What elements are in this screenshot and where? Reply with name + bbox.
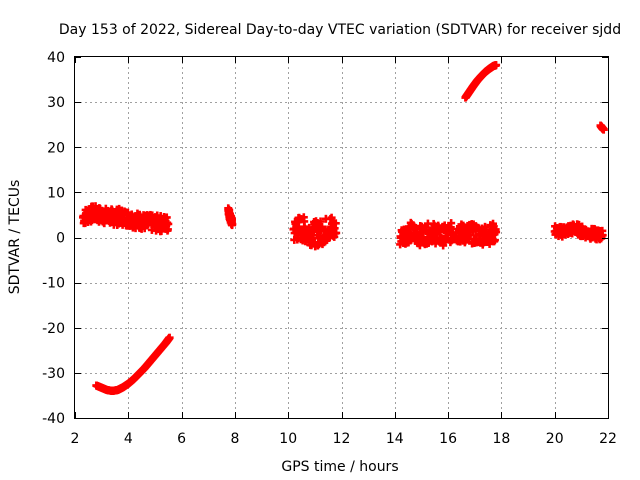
data-point [492, 61, 501, 70]
y-tick-label: -30 [42, 366, 65, 382]
data-point [164, 219, 173, 228]
x-tick-label: 8 [230, 431, 239, 447]
data-point [598, 231, 607, 240]
chart-title: Day 153 of 2022, Sidereal Day-to-day VTE… [59, 22, 621, 38]
x-tick-labels: 2 4 6 8 10 12 14 16 18 20 22 [71, 431, 617, 447]
x-tick-label: 14 [386, 431, 404, 447]
data-point [447, 219, 456, 228]
data-point [165, 333, 174, 342]
x-tick-label: 18 [492, 431, 510, 447]
data-points [78, 61, 608, 395]
axis-ticks [75, 57, 609, 419]
y-tick-label: 20 [47, 140, 65, 156]
x-tick-label: 4 [124, 431, 133, 447]
y-tick-label: 40 [47, 50, 65, 66]
grid-lines [75, 57, 608, 418]
y-tick-label: 10 [47, 185, 65, 201]
y-tick-label: -10 [42, 276, 65, 292]
data-point [490, 236, 499, 245]
y-tick-label: -20 [42, 321, 65, 337]
x-tick-label: 10 [279, 431, 297, 447]
data-point [492, 228, 501, 237]
plot-frame [74, 56, 609, 419]
x-tick-label: 22 [599, 431, 617, 447]
x-tick-label: 2 [71, 431, 80, 447]
x-tick-label: 12 [333, 431, 351, 447]
x-axis-label: GPS time / hours [281, 459, 398, 475]
data-point [331, 219, 340, 228]
data-point [599, 125, 608, 134]
y-tick-label: -40 [42, 411, 65, 427]
y-axis-label: SDTVAR / TECUs [7, 180, 23, 295]
y-tick-label: 30 [47, 95, 65, 111]
x-tick-label: 16 [439, 431, 457, 447]
x-tick-label: 6 [177, 431, 186, 447]
x-tick-label: 20 [546, 431, 564, 447]
y-tick-label: 0 [56, 231, 65, 247]
y-tick-labels: -40 -30 -20 -10 0 10 20 30 40 [42, 50, 65, 427]
data-point [332, 228, 341, 237]
data-point [225, 213, 234, 222]
